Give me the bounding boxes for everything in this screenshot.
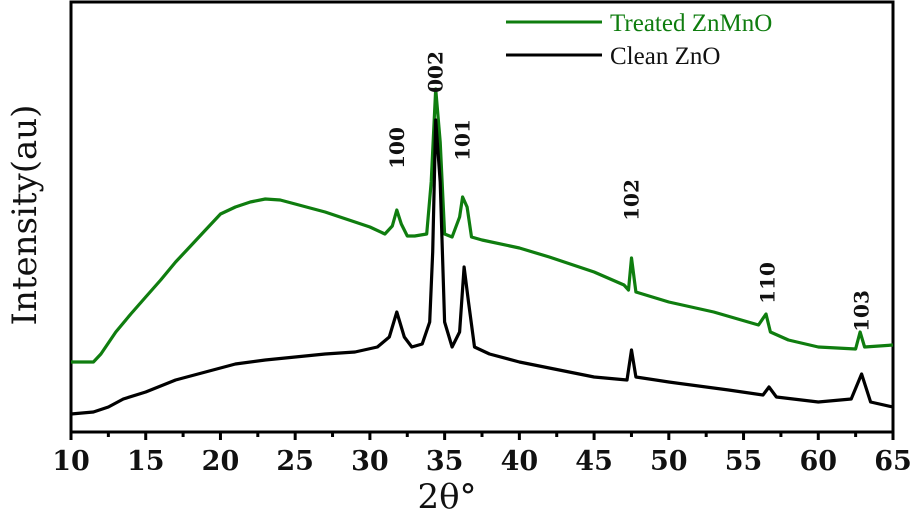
series-layer [70,87,894,416]
x-tick-label: 20 [202,446,240,477]
legend: Treated ZnMnO Clean ZnO [506,10,772,70]
x-tick-label: 55 [725,446,763,477]
x-tick-label: 50 [650,446,688,477]
x-tick-label: 60 [799,446,837,477]
x-axis-title: 2θ° [417,477,476,516]
peak-label-101: 101 [451,119,475,161]
peak-label-002: 002 [424,51,448,93]
x-axis-ticks [69,432,895,440]
x-tick-label: 40 [501,446,539,477]
peak-label-110: 110 [755,262,779,304]
peak-label-100: 100 [385,127,409,169]
plot-frame [69,0,895,434]
x-axis-tick-labels: 10 15 20 25 30 35 40 45 50 55 60 65 [52,446,912,477]
x-tick-label: 30 [351,446,389,477]
peak-label-102: 102 [619,179,643,221]
peak-label-103: 103 [850,290,874,332]
y-axis-title: Intensity(au) [5,105,45,326]
x-tick-label: 65 [874,446,912,477]
x-tick-label: 25 [276,446,314,477]
x-tick-label: 15 [127,446,165,477]
x-tick-label: 35 [426,446,464,477]
x-tick-label: 10 [52,446,90,477]
series-line-clean-zno [70,118,894,416]
peak-annotations: 100 002 101 102 110 103 [385,51,874,332]
legend-label-clean: Clean ZnO [610,43,720,70]
legend-label-treated: Treated ZnMnO [610,10,772,37]
x-tick-label: 45 [575,446,613,477]
series-line-treated-znmno [71,87,894,364]
